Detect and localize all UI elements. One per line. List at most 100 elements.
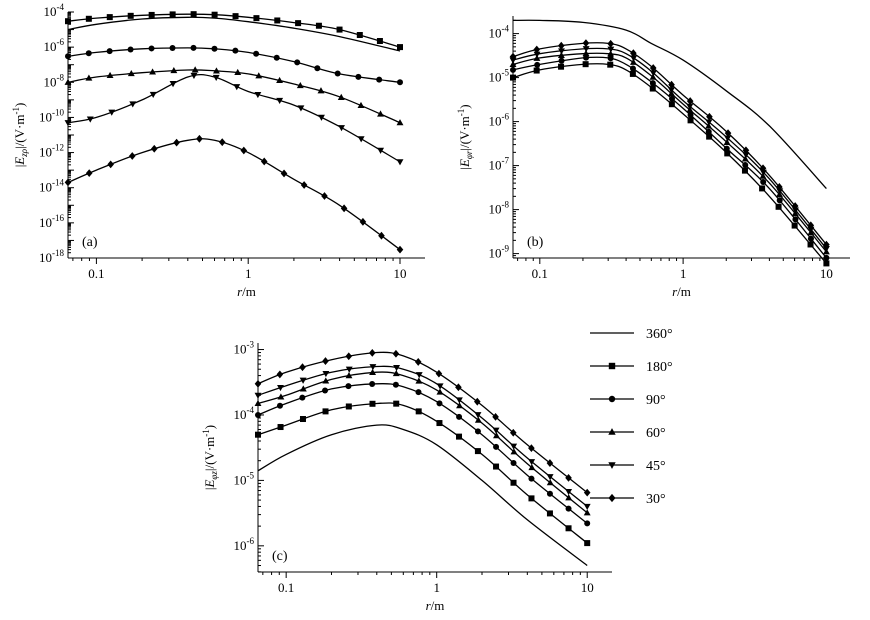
series-marker-60deg bbox=[582, 49, 590, 57]
series-marker-30deg bbox=[359, 217, 367, 226]
series-marker-60deg bbox=[415, 377, 423, 384]
series-line-60deg bbox=[257, 371, 588, 514]
series-marker-60deg bbox=[299, 385, 307, 392]
series-marker-180deg bbox=[546, 510, 553, 517]
series-marker-90deg bbox=[65, 53, 71, 60]
series-marker-30deg bbox=[280, 169, 288, 178]
series-marker-30deg bbox=[724, 129, 732, 138]
series-marker-45deg bbox=[297, 105, 305, 112]
series-marker-45deg bbox=[436, 383, 444, 390]
series-marker-60deg bbox=[317, 87, 325, 94]
series-line-30deg bbox=[512, 42, 827, 246]
series-marker-45deg bbox=[533, 51, 541, 58]
series-marker-90deg bbox=[85, 50, 92, 57]
series-marker-45deg bbox=[509, 57, 517, 64]
series-marker-45deg bbox=[565, 489, 573, 496]
series-marker-45deg bbox=[396, 159, 404, 166]
series-marker-90deg bbox=[436, 400, 443, 407]
series-marker-30deg bbox=[474, 397, 481, 406]
series-marker-30deg bbox=[300, 181, 308, 189]
series-marker-60deg bbox=[436, 388, 444, 395]
series-marker-60deg bbox=[106, 71, 114, 79]
panel-a: 0.1 1 10 10-18 10-16 10-14 10-12 10-10 10-8 10-6 1… bbox=[11, 2, 425, 299]
series-marker-45deg bbox=[415, 372, 423, 379]
series-marker-45deg bbox=[705, 119, 713, 126]
series-marker-60deg bbox=[723, 138, 731, 146]
series-marker-45deg bbox=[546, 474, 554, 481]
series-marker-180deg bbox=[436, 420, 443, 427]
series-marker-45deg bbox=[149, 91, 157, 98]
series-marker-60deg bbox=[255, 72, 263, 79]
series-marker-180deg bbox=[584, 540, 591, 547]
series-marker-90deg bbox=[565, 505, 572, 512]
panel-b: 0.1 1 10 10-9 10-8 10-7 10-6 10-5 10-4 r/m |Eφr|/(… bbox=[456, 16, 850, 299]
series-marker-45deg bbox=[393, 364, 401, 372]
series-marker-45deg bbox=[254, 91, 262, 99]
series-marker-30deg bbox=[759, 164, 767, 173]
series-marker-180deg bbox=[315, 22, 322, 29]
series-marker-180deg bbox=[169, 11, 176, 18]
series-marker-90deg bbox=[397, 79, 403, 86]
series-marker-90deg bbox=[607, 55, 614, 62]
series-marker-60deg bbox=[296, 81, 304, 89]
legend-label: 45° bbox=[646, 459, 666, 474]
series-marker-90deg bbox=[474, 428, 481, 435]
series-marker-90deg bbox=[345, 383, 352, 390]
legend-label: 30° bbox=[646, 492, 666, 507]
series-marker-60deg bbox=[170, 66, 178, 74]
x-tick-label: 1 bbox=[680, 266, 687, 281]
y-tick-label: 10-4 bbox=[44, 2, 65, 19]
series-marker-45deg bbox=[510, 443, 518, 450]
series-marker-90deg bbox=[273, 54, 280, 61]
series-marker-30deg bbox=[196, 134, 203, 143]
series-marker-180deg bbox=[582, 61, 589, 68]
series-marker-45deg bbox=[299, 377, 307, 384]
series-marker-90deg bbox=[376, 76, 383, 83]
series-marker-180deg bbox=[369, 400, 376, 407]
series-marker-30deg bbox=[240, 146, 248, 155]
series-marker-30deg bbox=[509, 52, 517, 61]
series-marker-180deg bbox=[474, 448, 481, 455]
series-marker-90deg bbox=[510, 66, 516, 73]
series-marker-45deg bbox=[108, 109, 116, 116]
series-marker-60deg bbox=[528, 463, 536, 471]
y-tick-label: 10-6 bbox=[234, 536, 255, 553]
series-marker-30deg bbox=[565, 473, 572, 482]
series-marker-45deg bbox=[276, 97, 284, 105]
series-marker-30deg bbox=[85, 169, 93, 177]
series-marker-90deg bbox=[742, 162, 749, 169]
series-line-360deg bbox=[257, 424, 588, 567]
series-line-180deg bbox=[257, 402, 588, 544]
legend: 360° 180° 90° 60° 45° 30° bbox=[590, 327, 673, 507]
series-marker-180deg bbox=[759, 185, 766, 192]
series-marker-45deg bbox=[582, 46, 590, 53]
series-marker-30deg bbox=[807, 221, 815, 230]
series-marker-30deg bbox=[533, 45, 541, 54]
series-marker-60deg bbox=[392, 370, 400, 377]
series-marker-30deg bbox=[742, 146, 750, 155]
series-marker-45deg bbox=[822, 246, 830, 253]
series-marker-30deg bbox=[254, 379, 262, 388]
series-marker-30deg bbox=[414, 358, 422, 366]
series-line-30deg bbox=[257, 351, 588, 494]
series-marker-90deg bbox=[534, 61, 541, 68]
series-line-45deg bbox=[512, 47, 827, 250]
series-marker-60deg bbox=[705, 122, 713, 129]
legend-marker bbox=[608, 395, 616, 403]
series-marker-45deg bbox=[129, 101, 137, 108]
series-marker-90deg bbox=[792, 216, 799, 223]
series-marker-45deg bbox=[742, 152, 750, 159]
series-marker-90deg bbox=[807, 235, 814, 242]
series-marker-90deg bbox=[510, 460, 517, 467]
series-marker-60deg bbox=[149, 68, 157, 75]
series-marker-90deg bbox=[456, 413, 463, 420]
series-line-60deg bbox=[67, 69, 401, 124]
series-marker-90deg bbox=[546, 490, 553, 497]
series-marker-30deg bbox=[218, 138, 226, 147]
panel-label: (b) bbox=[527, 235, 544, 250]
x-tick-label: 10 bbox=[394, 266, 407, 281]
series-marker-45deg bbox=[338, 125, 345, 132]
series-marker-30deg bbox=[260, 157, 268, 166]
series-marker-45deg bbox=[169, 81, 177, 88]
y-tick-label: 10-6 bbox=[489, 112, 510, 129]
